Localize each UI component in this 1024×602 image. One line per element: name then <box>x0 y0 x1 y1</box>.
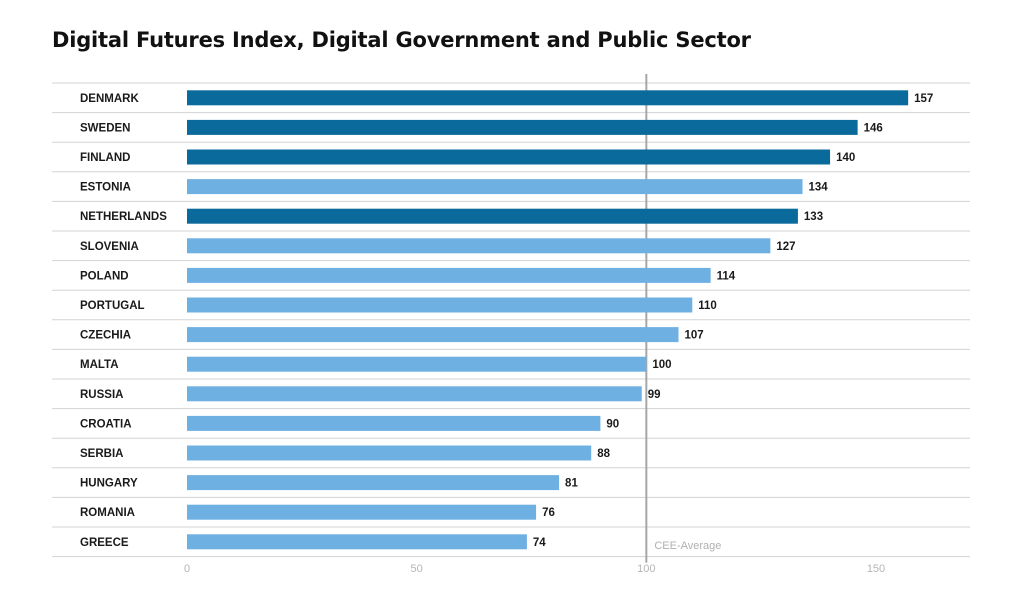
category-label: GREECE <box>80 537 129 549</box>
x-tick-label: 150 <box>867 563 885 575</box>
category-label: SWEDEN <box>80 122 130 134</box>
category-label: DENMARK <box>80 93 139 105</box>
category-label: CZECHIA <box>80 330 131 342</box>
bar[interactable] <box>187 504 537 520</box>
category-label: CROATIA <box>80 418 132 430</box>
bar[interactable] <box>187 327 679 343</box>
category-label: ROMANIA <box>80 507 135 519</box>
category-label: PORTUGAL <box>80 300 145 312</box>
category-label: SLOVENIA <box>80 241 139 253</box>
bar[interactable] <box>187 445 592 461</box>
category-label: NETHERLANDS <box>80 211 167 223</box>
x-tick-label: 100 <box>637 563 655 575</box>
value-label: 100 <box>652 359 671 371</box>
bar[interactable] <box>187 386 642 402</box>
bar[interactable] <box>187 356 647 372</box>
value-label: 99 <box>648 389 661 401</box>
bar[interactable] <box>187 208 798 224</box>
value-label: 134 <box>809 182 829 194</box>
x-tick-label: 50 <box>411 563 423 575</box>
value-label: 140 <box>836 152 855 164</box>
bar[interactable] <box>187 475 560 491</box>
bar[interactable] <box>187 90 909 106</box>
category-label: ESTONIA <box>80 182 131 194</box>
value-label: 110 <box>698 300 717 312</box>
value-label: 146 <box>864 122 883 134</box>
bar[interactable] <box>187 149 831 165</box>
category-label: FINLAND <box>80 152 130 164</box>
bar[interactable] <box>187 119 858 135</box>
bar[interactable] <box>187 534 527 550</box>
bar[interactable] <box>187 415 601 431</box>
value-label: 76 <box>542 507 555 519</box>
category-label: RUSSIA <box>80 389 123 401</box>
value-label: 133 <box>804 211 823 223</box>
value-label: 74 <box>533 537 546 549</box>
category-label: MALTA <box>80 359 119 371</box>
x-tick-label: 0 <box>184 563 190 575</box>
reference-line-label: CEE-Average <box>654 540 721 552</box>
bar[interactable] <box>187 179 803 195</box>
bar[interactable] <box>187 238 771 254</box>
chart-title: Digital Futures Index, Digital Governmen… <box>52 28 751 52</box>
value-label: 107 <box>684 330 703 342</box>
category-label: SERBIA <box>80 448 123 460</box>
category-label: POLAND <box>80 270 129 282</box>
value-label: 114 <box>717 270 736 282</box>
value-label: 88 <box>597 448 610 460</box>
bar[interactable] <box>187 297 693 313</box>
value-label: 81 <box>565 478 578 490</box>
value-label: 90 <box>606 418 619 430</box>
bar[interactable] <box>187 267 711 283</box>
value-label: 127 <box>776 241 795 253</box>
value-label: 157 <box>914 93 933 105</box>
category-label: HUNGARY <box>80 478 138 490</box>
